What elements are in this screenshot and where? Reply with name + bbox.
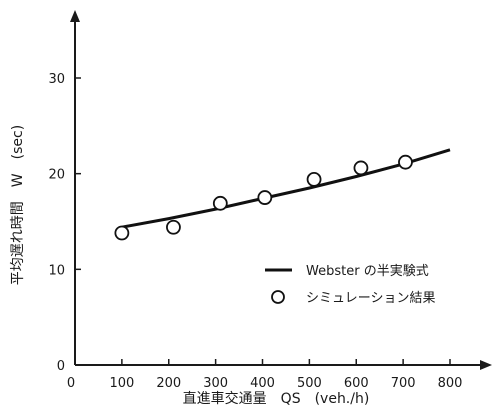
legend-label-webster: Webster の半実験式 <box>306 263 429 279</box>
y-tick-label: 0 <box>57 359 65 374</box>
x-tick-label: 0 <box>67 376 75 391</box>
y-axis-ticks: 0 10 20 30 <box>48 72 81 374</box>
legend-marker-swatch <box>271 290 285 304</box>
x-tick-label: 600 <box>344 376 369 391</box>
simulation-point <box>212 195 228 211</box>
simulation-point <box>166 219 181 235</box>
webster-curve <box>121 148 451 229</box>
axes <box>70 10 492 370</box>
legend: Webster の半実験式 シミュレーション結果 <box>265 263 435 306</box>
x-tick-label: 300 <box>203 376 228 391</box>
simulation-point <box>353 160 369 176</box>
x-tick-label: 800 <box>438 376 463 391</box>
x-tick-label: 500 <box>297 376 322 391</box>
y-tick-label: 30 <box>48 72 65 87</box>
plot-area <box>114 148 451 241</box>
x-axis-arrowhead <box>480 360 492 370</box>
simulation-point <box>114 225 130 241</box>
legend-label-simulation: シミュレーション結果 <box>306 291 435 306</box>
x-axis-ticks: 0 100 200 300 400 500 600 700 800 <box>67 359 463 391</box>
x-tick-label: 200 <box>156 376 181 391</box>
y-axis-title: 平均遅れ時間 W (sec) <box>10 125 26 285</box>
x-tick-label: 400 <box>250 376 275 391</box>
simulation-point <box>306 172 322 187</box>
y-axis-arrowhead <box>70 10 80 22</box>
x-tick-label: 100 <box>109 376 134 391</box>
y-tick-label: 10 <box>48 263 65 278</box>
x-axis-title: 直進車交通量 QS (veh./h) <box>183 390 370 407</box>
simulation-point <box>257 190 273 205</box>
simulation-point <box>398 154 413 170</box>
y-tick-label: 20 <box>48 168 65 183</box>
x-tick-label: 700 <box>391 376 416 391</box>
